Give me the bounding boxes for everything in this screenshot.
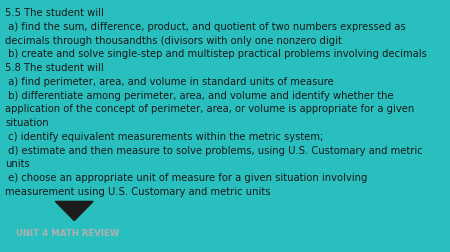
Polygon shape [55, 202, 93, 221]
Text: units: units [5, 159, 30, 169]
Text: b) differentiate among perimeter, area, and volume and identify whether the: b) differentiate among perimeter, area, … [5, 90, 394, 100]
Text: a) find perimeter, area, and volume in standard units of measure: a) find perimeter, area, and volume in s… [5, 77, 334, 87]
Text: 5.8 The student will: 5.8 The student will [5, 63, 104, 73]
Text: a) find the sum, difference, product, and quotient of two numbers expressed as: a) find the sum, difference, product, an… [5, 22, 406, 32]
Text: 5.5 The student will: 5.5 The student will [5, 8, 104, 18]
Text: application of the concept of perimeter, area, or volume is appropriate for a gi: application of the concept of perimeter,… [5, 104, 414, 114]
Text: d) estimate and then measure to solve problems, using U.S. Customary and metric: d) estimate and then measure to solve pr… [5, 145, 423, 155]
Text: decimals through thousandths (divisors with only one nonzero digit: decimals through thousandths (divisors w… [5, 36, 342, 45]
Text: b) create and solve single-step and multistep practical problems involving decim: b) create and solve single-step and mult… [5, 49, 427, 59]
Text: e) choose an appropriate unit of measure for a given situation involving: e) choose an appropriate unit of measure… [5, 173, 368, 182]
Text: UNIT 4 MATH REVIEW: UNIT 4 MATH REVIEW [16, 228, 119, 237]
Text: situation: situation [5, 118, 49, 128]
Text: c) identify equivalent measurements within the metric system;: c) identify equivalent measurements with… [5, 132, 324, 141]
Text: measurement using U.S. Customary and metric units: measurement using U.S. Customary and met… [5, 186, 271, 196]
